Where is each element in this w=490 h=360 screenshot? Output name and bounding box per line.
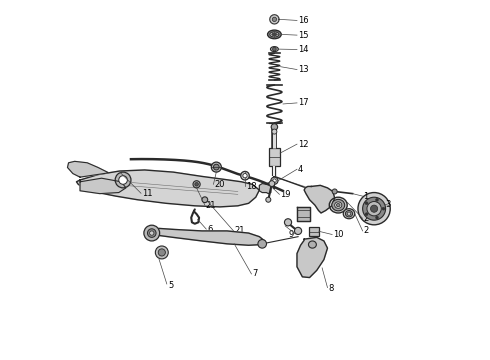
Circle shape	[358, 193, 390, 225]
Ellipse shape	[345, 211, 353, 217]
Circle shape	[158, 249, 166, 256]
Circle shape	[272, 47, 276, 51]
Circle shape	[115, 172, 131, 188]
Text: 5: 5	[168, 281, 173, 290]
Text: 7: 7	[252, 269, 258, 278]
Circle shape	[294, 227, 302, 234]
Circle shape	[332, 189, 337, 194]
Text: 10: 10	[333, 230, 343, 239]
Ellipse shape	[272, 33, 276, 36]
Bar	[309, 227, 319, 235]
Text: 21: 21	[234, 226, 245, 235]
Polygon shape	[259, 183, 271, 194]
Text: 11: 11	[142, 189, 152, 198]
Circle shape	[243, 174, 247, 178]
Circle shape	[202, 197, 208, 203]
Ellipse shape	[337, 203, 340, 207]
Circle shape	[272, 179, 276, 183]
Text: 13: 13	[298, 65, 308, 74]
Text: 2: 2	[364, 214, 368, 223]
Circle shape	[119, 176, 127, 184]
Text: 9: 9	[288, 230, 294, 239]
Text: 12: 12	[298, 140, 308, 149]
Ellipse shape	[270, 32, 279, 37]
Polygon shape	[76, 170, 259, 207]
Polygon shape	[270, 15, 279, 24]
Text: 3: 3	[385, 199, 390, 208]
Ellipse shape	[343, 209, 355, 219]
Text: 21: 21	[205, 201, 216, 210]
Circle shape	[367, 202, 381, 216]
Circle shape	[363, 197, 386, 220]
Polygon shape	[304, 185, 335, 213]
Text: 1: 1	[364, 192, 368, 201]
Polygon shape	[297, 207, 310, 221]
Text: 14: 14	[298, 45, 308, 54]
Circle shape	[365, 213, 368, 216]
Polygon shape	[80, 178, 126, 194]
Bar	[269, 148, 280, 166]
Text: 19: 19	[280, 190, 291, 199]
Circle shape	[147, 229, 156, 237]
Circle shape	[365, 202, 368, 204]
Circle shape	[214, 164, 219, 170]
Ellipse shape	[332, 199, 344, 211]
Circle shape	[211, 162, 221, 172]
Text: 17: 17	[298, 98, 308, 107]
Text: 15: 15	[298, 31, 308, 40]
Circle shape	[271, 124, 278, 130]
Text: 4: 4	[298, 165, 303, 174]
Ellipse shape	[268, 30, 281, 39]
Circle shape	[149, 231, 154, 235]
Ellipse shape	[347, 212, 351, 215]
Text: 20: 20	[214, 180, 224, 189]
Ellipse shape	[309, 241, 317, 248]
Circle shape	[144, 225, 160, 241]
Circle shape	[375, 198, 378, 201]
Ellipse shape	[329, 197, 347, 213]
Circle shape	[193, 181, 200, 188]
Text: 18: 18	[245, 181, 256, 190]
Circle shape	[285, 219, 292, 226]
Circle shape	[269, 181, 275, 186]
Polygon shape	[68, 161, 109, 177]
Circle shape	[241, 171, 249, 180]
Text: 16: 16	[298, 16, 308, 25]
Circle shape	[266, 197, 271, 202]
Polygon shape	[151, 228, 265, 245]
Circle shape	[382, 207, 385, 210]
Circle shape	[258, 239, 267, 248]
Text: 2: 2	[364, 226, 368, 235]
Circle shape	[155, 246, 168, 259]
Circle shape	[272, 17, 276, 22]
Circle shape	[375, 216, 378, 219]
Circle shape	[272, 129, 277, 134]
Ellipse shape	[335, 202, 342, 208]
Circle shape	[271, 177, 278, 184]
Ellipse shape	[270, 46, 278, 51]
Text: 8: 8	[328, 284, 334, 293]
Circle shape	[195, 183, 198, 186]
Polygon shape	[297, 237, 327, 278]
Text: 6: 6	[207, 225, 212, 234]
Circle shape	[370, 205, 378, 212]
